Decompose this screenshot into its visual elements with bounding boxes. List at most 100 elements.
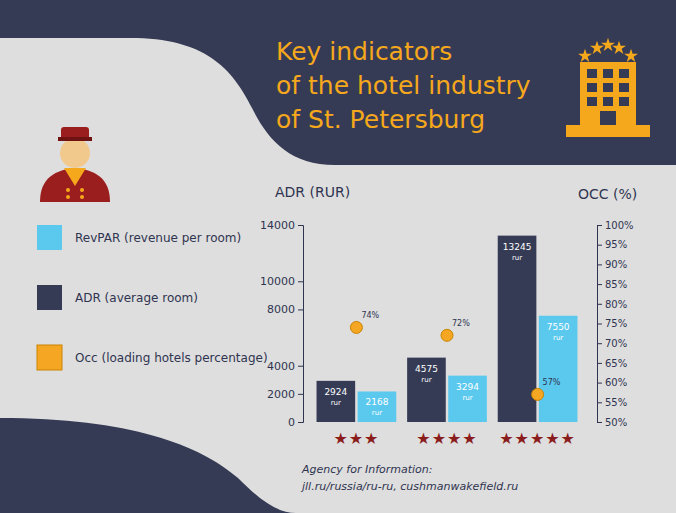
bar-label-value: 4575 — [415, 364, 438, 374]
plot-marks — [317, 236, 578, 422]
bar — [498, 236, 537, 422]
title-line: Key indicators — [276, 37, 452, 66]
occ-label: 72% — [452, 319, 470, 328]
legend-item: RevPAR (revenue per room) — [37, 225, 241, 250]
bar-label-unit: rur — [372, 409, 382, 417]
top-band — [0, 0, 676, 165]
y2-tick-mark — [597, 343, 602, 344]
y2-tick-label: 85% — [605, 279, 627, 290]
y2-tick-label: 60% — [605, 377, 627, 388]
bar — [317, 381, 356, 422]
hotel-star — [612, 41, 626, 54]
bar-label-unit: rur — [421, 376, 431, 384]
x-axis: ★★★★★★★★★★★★ — [333, 429, 576, 448]
bellboy-hat-brim — [58, 137, 92, 141]
bar-label: 13245rur — [503, 242, 532, 262]
hotel-window — [603, 83, 613, 92]
y2-tick: 60% — [597, 377, 627, 388]
y-tick-label: 14000 — [260, 219, 295, 232]
legend-swatch — [37, 285, 62, 310]
y2-tick: 55% — [597, 397, 627, 408]
bar-label: 3294 rur — [456, 382, 479, 402]
bellboy-button — [66, 195, 70, 199]
y-tick: 0 — [288, 416, 303, 429]
bar-label-value: 7550 — [547, 322, 570, 332]
y2-tick-mark — [597, 383, 602, 384]
legend-label: RevPAR (revenue per room) — [75, 231, 241, 245]
y-tick-mark — [298, 394, 303, 395]
bellboy-body — [40, 168, 110, 202]
bar-label-value: 3294 — [456, 382, 479, 392]
x-tick: ★★★ — [333, 429, 379, 448]
y2-tick-mark — [597, 264, 602, 265]
y2-tick-mark — [597, 402, 602, 403]
y2-tick-label: 90% — [605, 259, 627, 270]
bar-label-value: 2924 — [324, 387, 347, 397]
hotel-star — [578, 49, 592, 62]
y-axis: 02000400080001000014000 — [260, 219, 304, 429]
y-axis-line — [298, 226, 304, 423]
title: Key indicatorsof the hotel industryof St… — [276, 37, 531, 134]
y-tick-label: 0 — [288, 416, 295, 429]
y2-tick-label: 55% — [605, 397, 627, 408]
x-tick: ★★★★★ — [499, 429, 576, 448]
y-tick: 10000 — [260, 275, 303, 288]
hotel-icon — [566, 38, 650, 137]
y2-tick: 70% — [597, 338, 627, 349]
y-tick-mark — [298, 225, 303, 226]
y-tick-label: 10000 — [260, 275, 295, 288]
bar-label-unit: rur — [462, 394, 472, 402]
y-axis-title: ADR (RUR) — [275, 184, 350, 200]
bar-label-unit: rur — [331, 399, 341, 407]
legend-swatch — [37, 345, 62, 370]
bar-label: 2168rur — [365, 397, 388, 417]
bottom-band — [0, 418, 296, 513]
hotel-door — [600, 111, 616, 125]
y-tick-label: 4000 — [267, 360, 295, 373]
hotel-window — [619, 97, 629, 106]
bar — [448, 376, 487, 422]
bellboy-button — [80, 188, 84, 192]
y2-axis-title: OCC (%) — [578, 186, 637, 202]
source-note: Agency for Information: — [301, 463, 433, 476]
occ-point — [532, 388, 544, 400]
y2-tick-label: 70% — [605, 338, 627, 349]
y2-tick: 75% — [597, 318, 627, 329]
hotel-window — [587, 69, 597, 78]
y2-tick-mark — [597, 304, 602, 305]
hotel-star — [601, 38, 615, 51]
occ-label: 57% — [543, 378, 561, 387]
y2-tick-label: 80% — [605, 299, 627, 310]
occ-point — [350, 321, 362, 333]
bar-label-unit: rur — [512, 254, 522, 262]
source-note: jll.ru/russia/ru-ru, cushmanwakefield.ru — [300, 480, 518, 493]
y2-tick-label: 95% — [605, 239, 627, 250]
bellboy-collar — [64, 168, 86, 186]
y2-tick: 95% — [597, 239, 627, 250]
y2-tick-mark — [597, 225, 602, 226]
y2-tick: 90% — [597, 259, 627, 270]
occ-point — [441, 329, 453, 341]
y2-tick: 100% — [597, 220, 634, 231]
y-tick: 14000 — [260, 219, 303, 232]
y2-axis-line — [598, 226, 603, 423]
bellboy-button — [66, 188, 70, 192]
y2-tick-mark — [597, 363, 602, 364]
x-tick-label: ★★★★★ — [499, 429, 576, 448]
bellboy-face — [60, 138, 90, 168]
y2-tick-mark — [597, 245, 602, 246]
legend-item: ADR (average room) — [37, 285, 198, 310]
y-tick-mark — [298, 309, 303, 310]
data-labels: 2168rur3294rur7550rur2924rur4575rur13245… — [324, 242, 569, 418]
x-tick-label: ★★★★ — [416, 429, 477, 448]
y2-tick-mark — [597, 284, 602, 285]
y2-tick-label: 50% — [605, 417, 627, 428]
title-line: of St. Petersburg — [276, 105, 485, 134]
occ-label: 74% — [361, 311, 379, 320]
y-tick-label: 8000 — [267, 303, 295, 316]
background — [0, 0, 676, 513]
y2-tick: 65% — [597, 358, 627, 369]
bellboy-icon — [40, 127, 110, 202]
x-tick-label: ★★★ — [333, 429, 379, 448]
y2-tick: 85% — [597, 279, 627, 290]
